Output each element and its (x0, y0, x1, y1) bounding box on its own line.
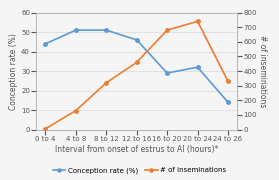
# of inseminations (135, 61, 138, 63)
# of inseminations (105, 82, 108, 84)
# of inseminations (165, 29, 169, 31)
Line: Conception rate (%): Conception rate (%) (44, 28, 230, 104)
Conception rate (%) (74, 29, 78, 31)
Conception rate (%) (165, 72, 169, 74)
# of inseminations (196, 20, 199, 22)
Conception rate (%) (105, 29, 108, 31)
# of inseminations (44, 128, 47, 130)
Y-axis label: # of inseminations: # of inseminations (258, 35, 267, 107)
Conception rate (%) (44, 43, 47, 45)
Y-axis label: Conception rate (%): Conception rate (%) (9, 33, 18, 110)
Legend: Conception rate (%), # of inseminations: Conception rate (%), # of inseminations (50, 165, 229, 177)
X-axis label: Interval from onset of estrus to AI (hours)*: Interval from onset of estrus to AI (hou… (55, 145, 218, 154)
# of inseminations (226, 80, 230, 82)
Conception rate (%) (135, 39, 138, 41)
Conception rate (%) (226, 101, 230, 103)
# of inseminations (74, 109, 78, 112)
Line: # of inseminations: # of inseminations (44, 20, 230, 131)
Conception rate (%) (196, 66, 199, 68)
